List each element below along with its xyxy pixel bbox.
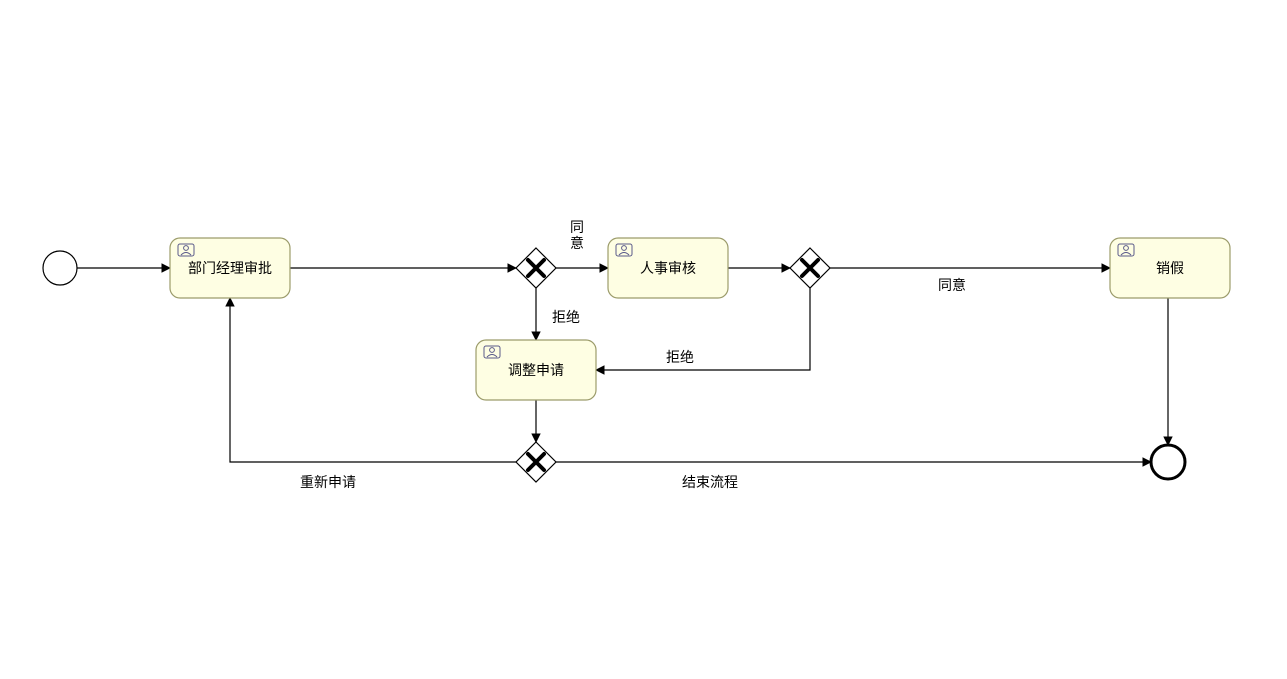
start-event [43,251,77,285]
edge [596,288,810,370]
edge-label: 重新申请 [300,474,356,490]
user-task: 人事审核 [608,238,728,298]
edge [230,298,516,462]
edge-label: 同意 [938,277,966,293]
edge-label: 同 [570,219,584,235]
bpmn-diagram: 同意同意拒绝拒绝重新申请结束流程部门经理审批人事审核调整申请销假 [0,0,1287,679]
nodes: 部门经理审批 人事审核调整申请 销假 [43,238,1230,482]
user-task: 销假 [1110,238,1230,298]
task-label: 部门经理审批 [188,260,272,276]
task-label: 销假 [1156,260,1184,276]
user-task: 调整申请 [476,340,596,400]
user-task: 部门经理审批 [170,238,290,298]
edge-label: 意 [570,235,584,251]
edge-label: 拒绝 [666,349,694,365]
end-event [1151,445,1185,479]
edge-label: 拒绝 [552,309,580,325]
task-label: 调整申请 [508,362,564,378]
task-label: 人事审核 [640,260,696,276]
edge-label: 结束流程 [682,474,738,490]
